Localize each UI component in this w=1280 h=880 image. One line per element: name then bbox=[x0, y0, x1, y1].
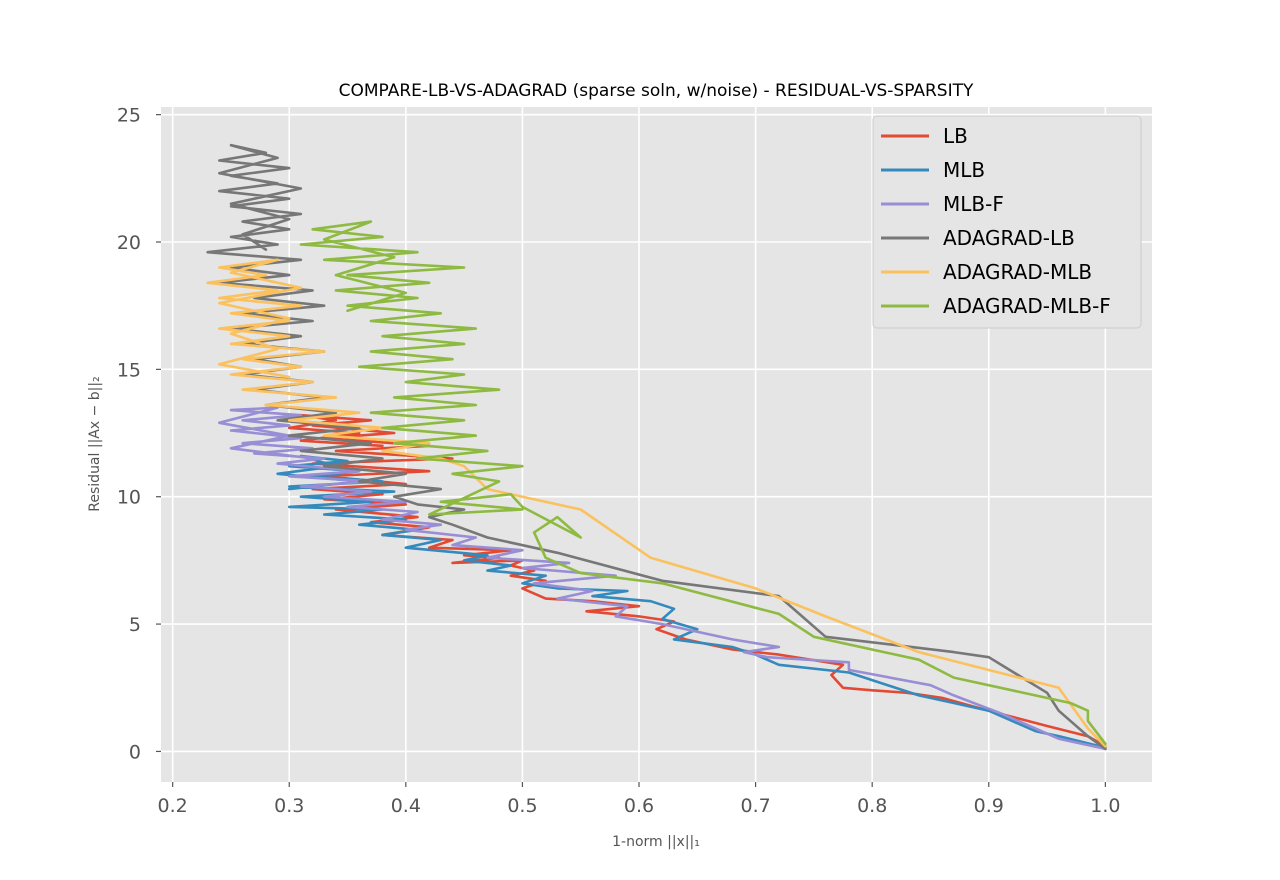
x-tick-label: 0.2 bbox=[158, 795, 188, 817]
y-axis-label: Residual ||Ax − b||₂ bbox=[87, 376, 103, 511]
y-tick-label: 10 bbox=[117, 487, 141, 509]
y-tick-label: 20 bbox=[117, 232, 141, 254]
x-tick-label: 0.4 bbox=[391, 795, 421, 817]
legend-label-mlb-f: MLB-F bbox=[943, 192, 1004, 216]
x-tick-label: 0.6 bbox=[624, 795, 654, 817]
y-tick-label: 15 bbox=[117, 359, 141, 381]
legend-label-adagrad-mlb: ADAGRAD-MLB bbox=[943, 260, 1092, 284]
legend-label-mlb: MLB bbox=[943, 158, 985, 182]
y-tick-label: 5 bbox=[129, 614, 141, 636]
legend-label-adagrad-mlb-f: ADAGRAD-MLB-F bbox=[943, 294, 1111, 318]
x-tick-label: 0.5 bbox=[507, 795, 537, 817]
legend-label-adagrad-lb: ADAGRAD-LB bbox=[943, 226, 1075, 250]
x-axis-label: 1-norm ||x||₁ bbox=[612, 834, 700, 850]
chart-title: COMPARE-LB-VS-ADAGRAD (sparse soln, w/no… bbox=[339, 81, 974, 101]
legend-label-lb: LB bbox=[943, 124, 968, 148]
y-tick-label: 0 bbox=[129, 741, 141, 763]
x-tick-label: 0.3 bbox=[274, 795, 304, 817]
x-tick-label: 0.9 bbox=[974, 795, 1004, 817]
x-tick-label: 1.0 bbox=[1090, 795, 1120, 817]
legend: LB MLB MLB-F ADAGRAD-LB ADAGRAD-MLB ADAGRAD-M… bbox=[873, 116, 1141, 328]
x-tick-label: 0.8 bbox=[857, 795, 887, 817]
y-tick-label: 25 bbox=[117, 105, 141, 127]
x-tick-label: 0.7 bbox=[740, 795, 770, 817]
